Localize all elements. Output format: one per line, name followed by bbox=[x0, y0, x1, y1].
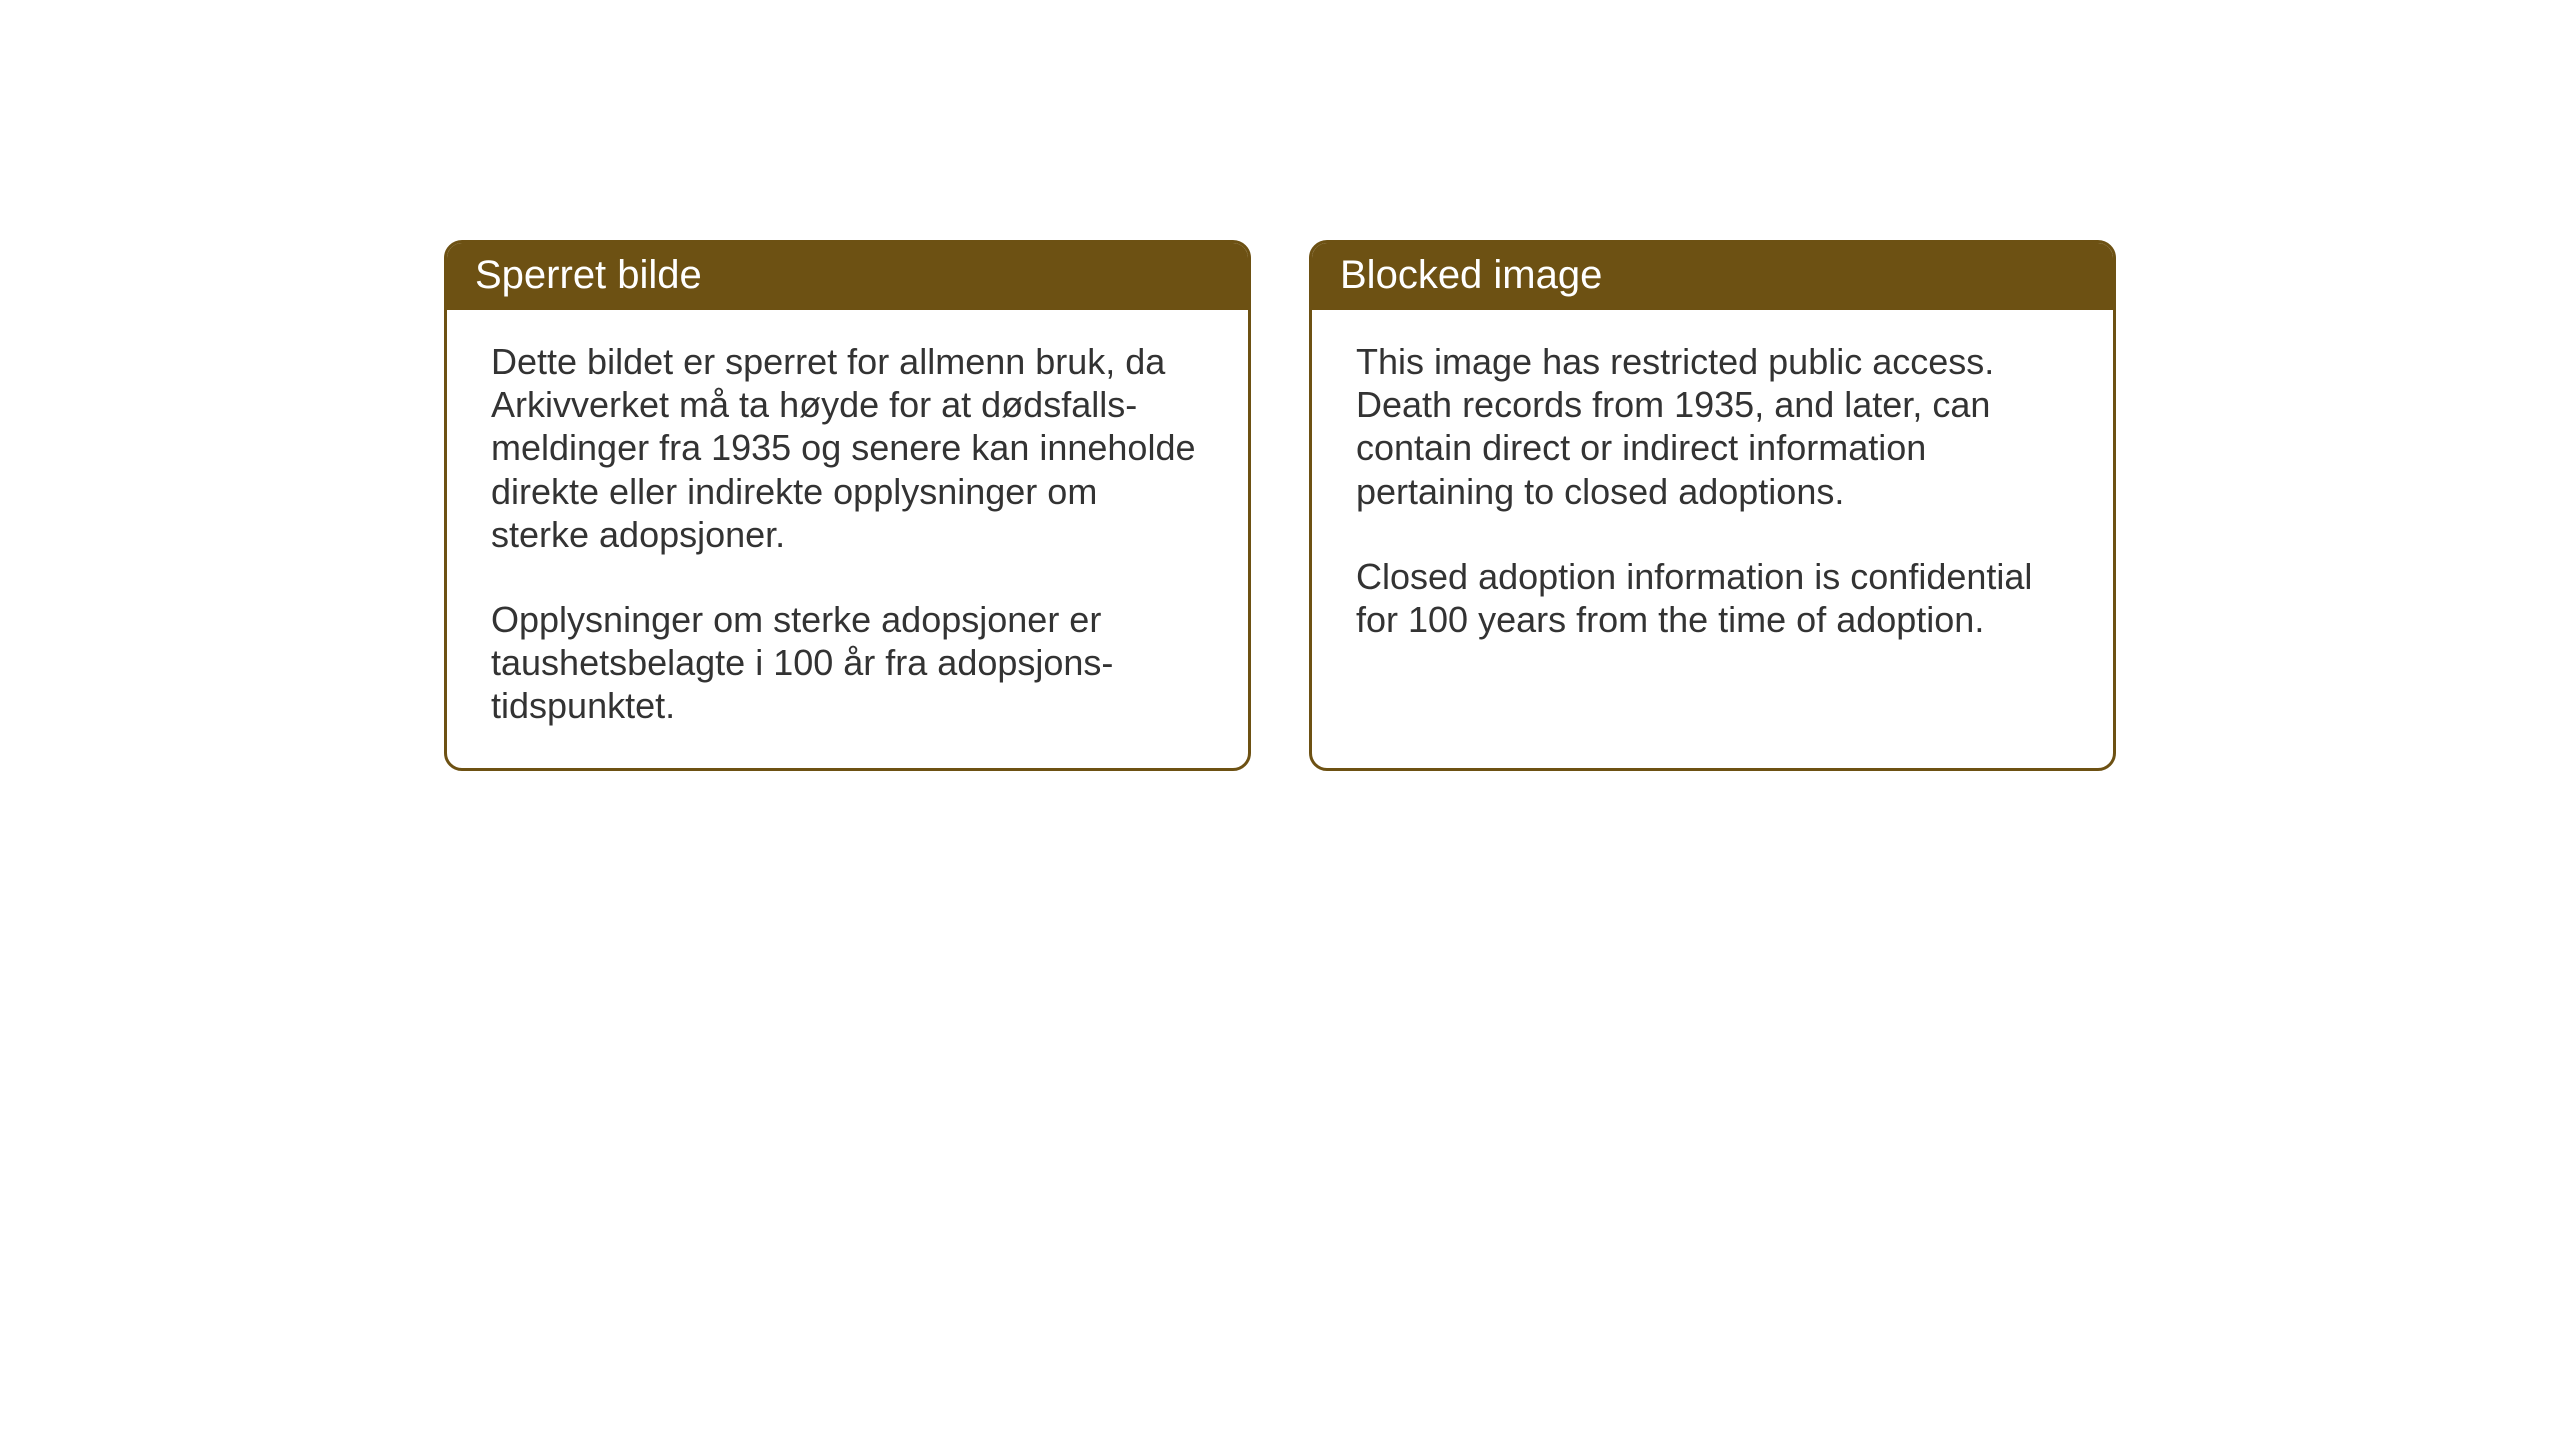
english-paragraph-1: This image has restricted public access.… bbox=[1356, 340, 2069, 513]
english-paragraph-2: Closed adoption information is confident… bbox=[1356, 555, 2069, 641]
norwegian-paragraph-2: Opplysninger om sterke adopsjoner er tau… bbox=[491, 598, 1204, 728]
english-info-card: Blocked image This image has restricted … bbox=[1309, 240, 2116, 771]
info-cards-container: Sperret bilde Dette bildet er sperret fo… bbox=[444, 240, 2116, 771]
norwegian-paragraph-1: Dette bildet er sperret for allmenn bruk… bbox=[491, 340, 1204, 556]
norwegian-info-card: Sperret bilde Dette bildet er sperret fo… bbox=[444, 240, 1251, 771]
english-card-body: This image has restricted public access.… bbox=[1312, 310, 2113, 681]
norwegian-card-body: Dette bildet er sperret for allmenn bruk… bbox=[447, 310, 1248, 768]
norwegian-card-title: Sperret bilde bbox=[447, 243, 1248, 310]
english-card-title: Blocked image bbox=[1312, 243, 2113, 310]
